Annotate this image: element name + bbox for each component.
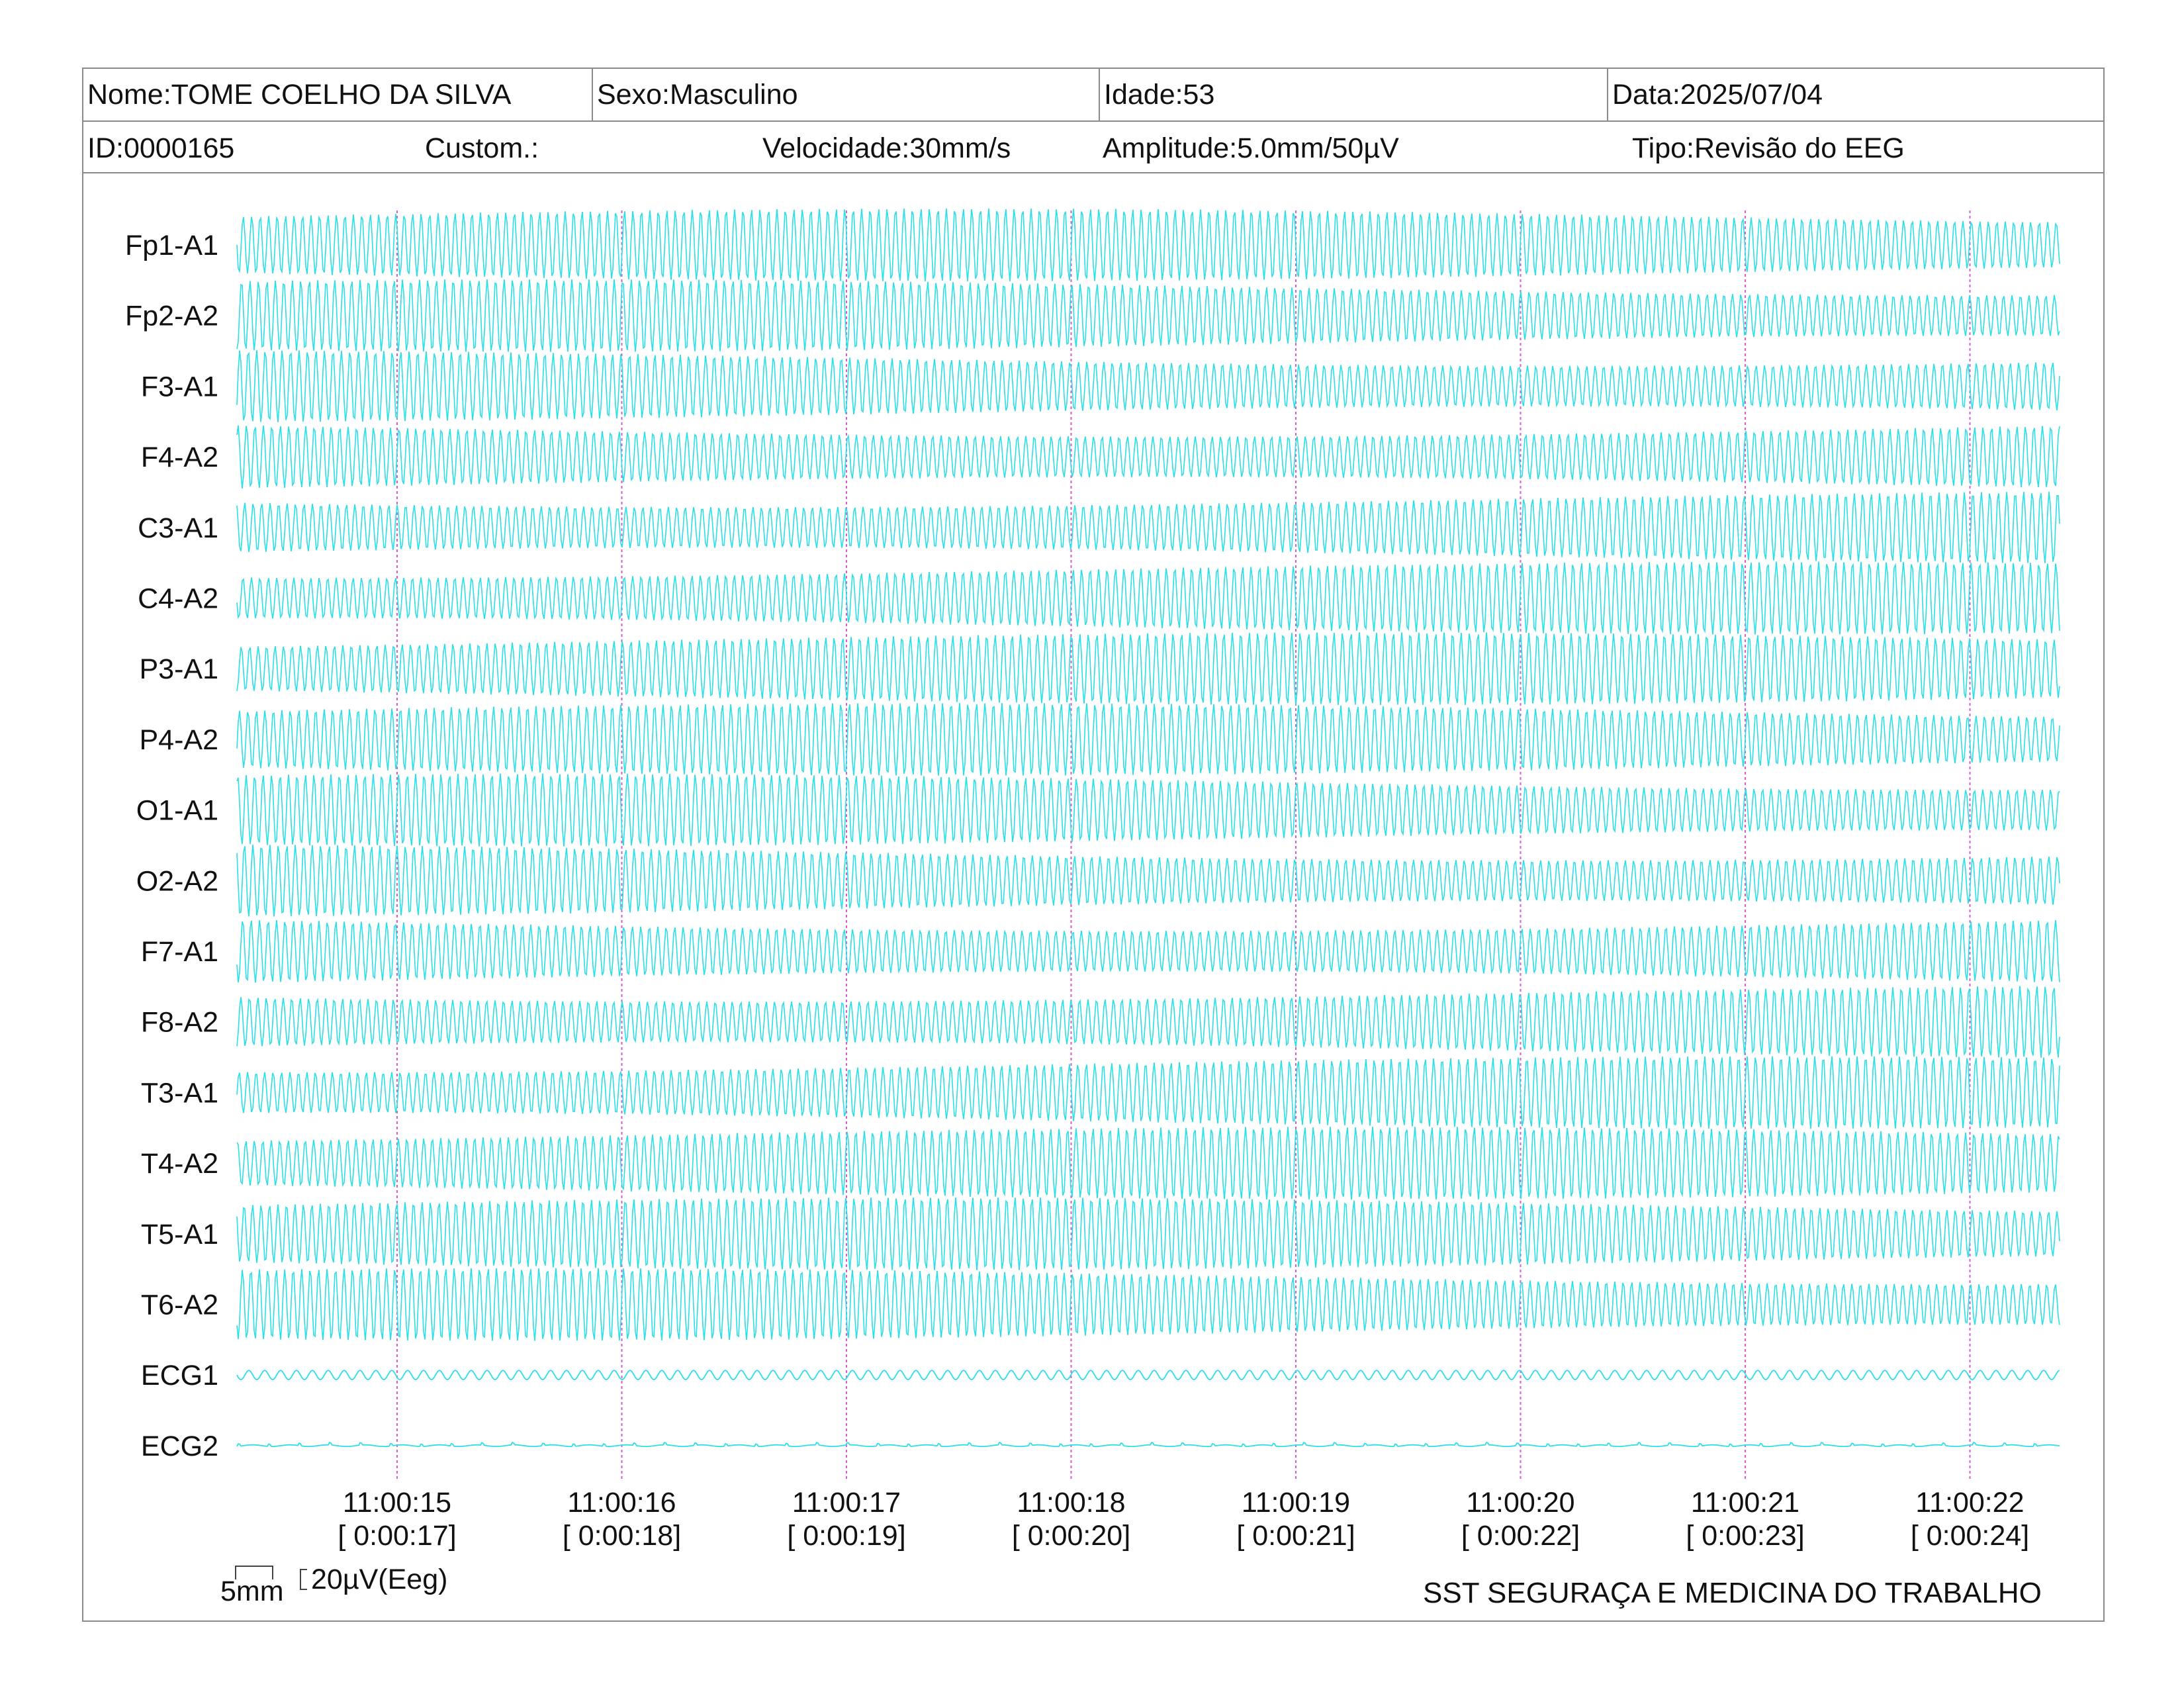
channel-label: F3-A1 xyxy=(141,371,218,402)
patient-name: Nome:TOME COELHO DA SILVA xyxy=(87,79,512,111)
elapsed-time-label: [ 0:00:17] xyxy=(338,1520,456,1552)
amplitude-scale-label: 20µV(Eeg) xyxy=(311,1564,448,1595)
trace-o2-a2 xyxy=(236,844,2060,917)
trace-f7-a1 xyxy=(236,919,2060,983)
elapsed-time-label: [ 0:00:22] xyxy=(1461,1520,1580,1552)
exam-date: Data:2025/07/04 xyxy=(1607,69,2105,120)
channel-label: F7-A1 xyxy=(141,936,218,968)
trace-c4-a2 xyxy=(236,561,2060,635)
clock-time-label: 11:00:15 xyxy=(343,1487,451,1519)
channel-label: P3-A1 xyxy=(139,653,218,685)
patient-id: ID:0000165 xyxy=(87,132,235,164)
channel-label: ECG2 xyxy=(141,1430,218,1462)
trace-fp2-a2 xyxy=(236,279,2060,352)
elapsed-time-label: [ 0:00:20] xyxy=(1012,1520,1130,1552)
amplitude-setting: Amplitude:5.0mm/50µV xyxy=(1103,132,1399,164)
clock-time-label: 11:00:16 xyxy=(567,1487,676,1519)
clock-time-label: 11:00:19 xyxy=(1242,1487,1350,1519)
channel-label: O1-A1 xyxy=(136,795,218,827)
trace-o1-a1 xyxy=(236,773,2060,847)
amplitude-scale-bracket xyxy=(300,1569,307,1590)
trace-t6-a2 xyxy=(236,1268,2060,1341)
clock-time-label: 11:00:20 xyxy=(1466,1487,1574,1519)
custom-field: Custom.: xyxy=(425,132,539,164)
exam-settings-row: ID:0000165 Custom.: Velocidade:30mm/s Am… xyxy=(83,122,2103,173)
channel-label: O2-A2 xyxy=(136,865,218,897)
channel-labels: Fp1-A1 Fp2-A2 F3-A1 F4-A2 C3-A1 C4-A2 P3-A1 P4-… xyxy=(125,230,218,1462)
clock-time-label: 11:00:21 xyxy=(1691,1487,1799,1519)
trace-f3-a1 xyxy=(236,350,2060,422)
channel-label: C4-A2 xyxy=(138,583,218,615)
elapsed-time-label: [ 0:00:18] xyxy=(563,1520,681,1552)
trace-f4-a2 xyxy=(236,425,2060,489)
clock-time-label: 11:00:18 xyxy=(1017,1487,1125,1519)
trace-p3-a1 xyxy=(236,632,2060,706)
exam-type: Tipo:Revisão do EEG xyxy=(1632,132,1905,164)
speed-setting: Velocidade:30mm/s xyxy=(762,132,1011,164)
elapsed-time-label: [ 0:00:24] xyxy=(1911,1520,2029,1552)
channel-label: F8-A2 xyxy=(141,1007,218,1039)
channel-label: C3-A1 xyxy=(138,512,218,544)
trace-ecg2 xyxy=(236,1441,2060,1448)
clock-time-label: 11:00:17 xyxy=(792,1487,901,1519)
trace-fp1-a1 xyxy=(236,208,2060,282)
trace-t4-a2 xyxy=(236,1127,2060,1200)
eeg-report-sheet: Nome:TOME COELHO DA SILVA Sexo:Masculino… xyxy=(82,68,2105,1622)
patient-info-row: Nome:TOME COELHO DA SILVA Sexo:Masculino… xyxy=(83,69,2103,122)
channel-label: Fp2-A2 xyxy=(125,301,218,332)
channel-label: T6-A2 xyxy=(141,1289,218,1321)
trace-p4-a2 xyxy=(236,702,2060,776)
calibration-scale-bar xyxy=(235,1566,307,1590)
channel-label: ECG1 xyxy=(141,1360,218,1391)
patient-sex: Sexo:Masculino xyxy=(592,69,1099,120)
eeg-traces xyxy=(236,208,2060,1448)
channel-label: T3-A1 xyxy=(141,1077,218,1109)
trace-t3-a1 xyxy=(236,1056,2060,1129)
trace-ecg1 xyxy=(236,1370,2060,1381)
channel-label: T5-A1 xyxy=(141,1219,218,1250)
clock-time-label: 11:00:22 xyxy=(1915,1487,2024,1519)
elapsed-time-label: [ 0:00:23] xyxy=(1686,1520,1804,1552)
channel-label: P4-A2 xyxy=(139,724,218,756)
time-scale-label: 5mm xyxy=(220,1575,284,1607)
trace-f8-a2 xyxy=(236,986,2060,1058)
time-scale-bracket xyxy=(235,1566,273,1579)
channel-label: F4-A2 xyxy=(141,442,218,473)
patient-age: Idade:53 xyxy=(1099,69,1607,120)
channel-label: T4-A2 xyxy=(141,1148,218,1180)
elapsed-time-label: [ 0:00:19] xyxy=(787,1520,905,1552)
organization-footer: SST SEGURAÇA E MEDICINA DO TRABALHO xyxy=(1423,1577,2042,1609)
elapsed-time-label: [ 0:00:21] xyxy=(1236,1520,1355,1552)
trace-c3-a1 xyxy=(236,491,2060,563)
channel-label: Fp1-A1 xyxy=(125,230,218,261)
trace-t5-a1 xyxy=(236,1197,2060,1270)
time-axis-labels: 11:00:15[ 0:00:17] 11:00:16[ 0:00:18] 11:0… xyxy=(338,1487,2029,1552)
